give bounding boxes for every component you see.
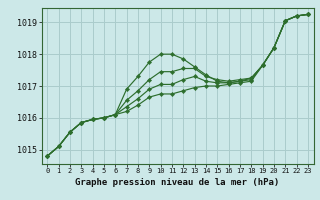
- X-axis label: Graphe pression niveau de la mer (hPa): Graphe pression niveau de la mer (hPa): [76, 178, 280, 187]
